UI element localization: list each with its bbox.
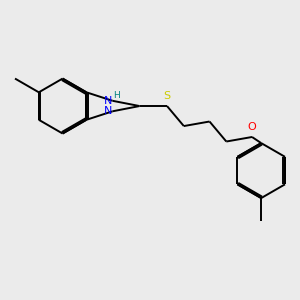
Text: N: N	[103, 96, 112, 106]
Text: N: N	[103, 106, 112, 116]
Text: O: O	[248, 122, 256, 132]
Text: S: S	[164, 92, 171, 101]
Text: H: H	[113, 91, 120, 100]
